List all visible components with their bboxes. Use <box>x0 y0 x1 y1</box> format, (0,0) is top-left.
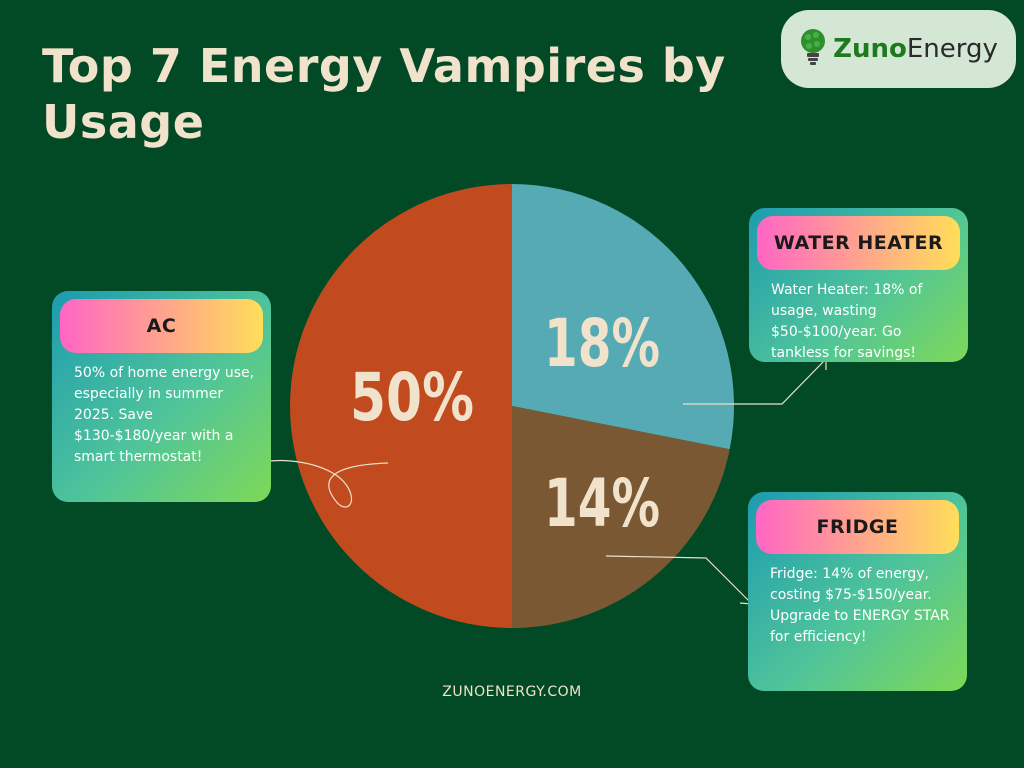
fridge-callout: FRIDGE Fridge: 14% of energy, costing $7… <box>748 492 967 691</box>
footer-url: ZUNOENERGY.COM <box>442 684 582 700</box>
ac-callout: AC 50% of home energy use, especially in… <box>52 291 271 502</box>
lightbulb-icon <box>799 27 827 71</box>
water-heater-callout-text: Water Heater: 18% of usage, wasting $50-… <box>771 282 923 361</box>
brand-name: ZunoEnergy <box>833 34 998 64</box>
ac-connector <box>261 459 389 508</box>
pie-slice-ac <box>290 184 512 628</box>
ac-callout-heading: AC <box>60 299 263 353</box>
pie-slice-fridge <box>512 406 730 628</box>
fridge-callout-text: Fridge: 14% of energy, costing $75-$150/… <box>770 566 950 645</box>
slice-label-fridge: 14% <box>544 465 660 542</box>
water-heater-callout-heading: WATER HEATER <box>757 216 960 270</box>
ac-callout-text: 50% of home energy use, especially in su… <box>74 365 255 465</box>
slice-label-water-heater: 18% <box>544 305 660 382</box>
fridge-callout-heading: FRIDGE <box>756 500 959 554</box>
page-title: Top 7 Energy Vampires by Usage <box>42 39 726 149</box>
brand-logo: ZunoEnergy <box>781 10 1016 88</box>
water-heater-callout: WATER HEATER Water Heater: 18% of usage,… <box>749 208 968 362</box>
fridge-connector <box>605 555 751 603</box>
slice-label-ac: 50% <box>350 359 474 436</box>
pie-slice-water-heater <box>512 184 735 450</box>
water-heater-connector <box>683 359 826 405</box>
